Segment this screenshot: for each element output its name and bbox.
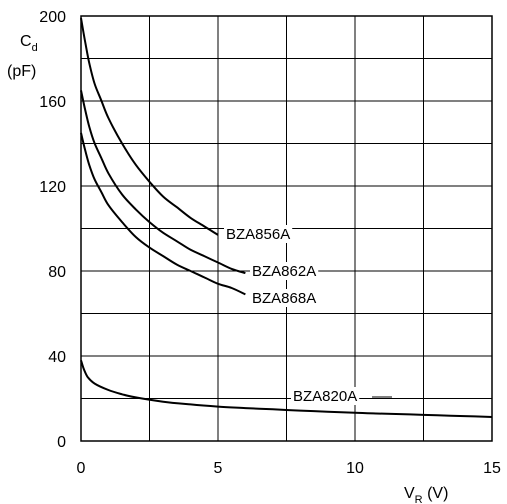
x-tick-labels: 0 5 10 15: [77, 460, 501, 477]
y-axis-unit: (pF): [7, 63, 36, 80]
y-tick-label: 120: [39, 179, 66, 196]
series-label-background: [250, 262, 319, 280]
series-line-bza862a: [80, 90, 246, 275]
x-tick-label: 15: [483, 460, 501, 477]
series-label-background: [291, 387, 360, 405]
y-tick-label: 200: [39, 9, 66, 26]
series-labels: BZA856A BZA862A BZA868A BZA820A: [224, 225, 392, 405]
series-label-background: [250, 289, 319, 307]
y-tick-label: 40: [48, 349, 66, 366]
y-axis-label: Cd: [20, 33, 38, 54]
series-line-bza856a: [80, 17, 219, 236]
x-tick-label: 0: [77, 460, 86, 477]
series-label-bza856a: BZA856A: [226, 226, 290, 243]
y-tick-label: 0: [57, 434, 66, 451]
series-label-bza820a: BZA820A: [293, 388, 357, 405]
y-tick-label: 160: [39, 94, 66, 111]
grid-lines: [81, 16, 492, 441]
x-axis-label: VR (V): [404, 485, 448, 504]
series-curves: [80, 17, 493, 418]
series-label-background: [224, 225, 293, 243]
series-line-bza868a: [80, 132, 246, 296]
series-label-bza868a: BZA868A: [252, 290, 316, 307]
y-tick-label: 80: [48, 264, 66, 281]
series-label-bza862a: BZA862A: [252, 263, 316, 280]
series-line-bza820a: [80, 359, 493, 418]
y-tick-labels: 0 40 80 120 160 200: [39, 9, 66, 451]
x-tick-label: 10: [346, 460, 364, 477]
plot-frame: [80, 15, 493, 442]
x-tick-label: 5: [214, 460, 223, 477]
